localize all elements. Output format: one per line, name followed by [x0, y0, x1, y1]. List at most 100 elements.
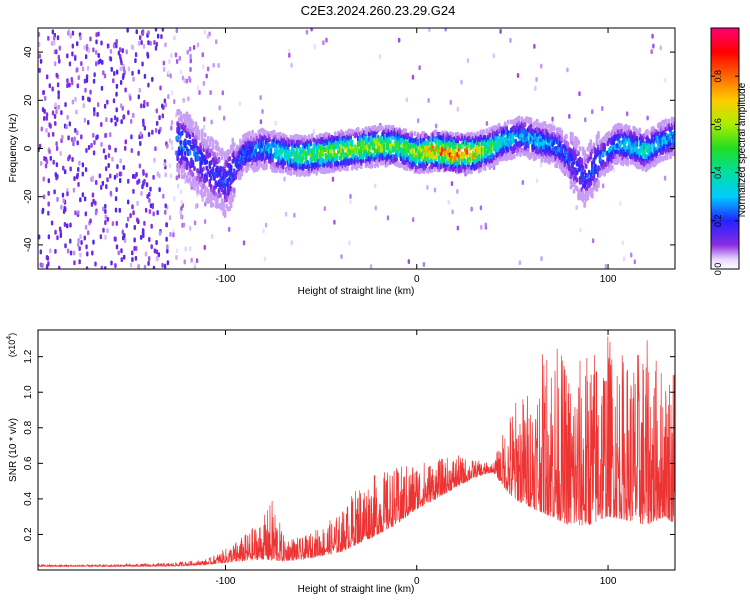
spectrogram-noise-cell: [521, 180, 525, 186]
spectrogram-ridge-cell: [211, 202, 215, 208]
spectrogram-ridge-cell: [488, 132, 492, 138]
spectrogram-noise-cell: [147, 82, 150, 88]
spectrogram-noise-cell: [264, 222, 268, 228]
spectrogram-noise-cell: [578, 91, 581, 97]
spectrogram-noise-cell: [97, 59, 101, 65]
spectrogram-ridge-cell: [372, 152, 375, 158]
spectrogram-noise-cell: [54, 172, 58, 178]
spectrogram-noise-cell: [212, 62, 215, 68]
spectrogram-ridge-cell: [433, 166, 437, 172]
spectrogram-noise-cell: [130, 44, 134, 50]
spectrogram-noise-cell: [92, 47, 95, 53]
spectrogram-noise-cell: [155, 249, 159, 255]
spectrogram-noise-cell: [179, 214, 183, 220]
spectrogram-noise-cell: [91, 176, 95, 182]
spectrogram-noise-cell: [147, 30, 150, 36]
spectrogram-noise-cell: [193, 262, 196, 268]
spectrogram-noise-cell: [143, 264, 147, 269]
spectrogram-noise-cell: [77, 210, 80, 216]
spectrogram-noise-cell: [456, 106, 460, 112]
spectrogram-noise-cell: [173, 196, 176, 202]
spectrogram-noise-cell: [71, 51, 74, 57]
spectrogram-noise-cell: [60, 204, 63, 210]
spectrogram-noise-cell: [113, 71, 116, 77]
spectrogram-noise-cell: [124, 139, 127, 145]
spectrogram-ridge-cell: [333, 131, 337, 137]
spectrogram-noise-cell: [566, 67, 569, 73]
spectrogram-noise-cell: [221, 90, 224, 96]
spectrogram-noise-cell: [189, 58, 192, 64]
spectrogram-noise-cell: [188, 225, 192, 231]
spectrogram-noise-cell: [131, 204, 134, 210]
spectrogram-noise-cell: [108, 144, 111, 150]
spectrogram-ridge-cell: [248, 130, 251, 136]
spectrogram-noise-cell: [349, 199, 352, 205]
spectrogram-noise-cell: [137, 150, 140, 156]
spectrogram-noise-cell: [62, 165, 65, 171]
spectrogram-noise-cell: [69, 250, 73, 256]
spectrogram-noise-cell: [189, 53, 192, 59]
spectrogram-noise-cell: [284, 211, 288, 217]
spectrogram-ridge-cell: [301, 155, 305, 161]
spectrogram-ridge-cell: [470, 169, 473, 175]
spectrogram-ridge-cell: [468, 152, 472, 158]
spectrogram-noise-cell: [181, 75, 185, 81]
spectrogram-noise-cell: [104, 166, 108, 172]
spectrogram-ridge-cell: [269, 147, 273, 153]
spectrogram-noise-cell: [94, 180, 98, 186]
spectrogram-noise-cell: [386, 215, 390, 221]
spectrogram-noise-cell: [125, 223, 128, 229]
spectrogram-noise-cell: [85, 266, 89, 269]
spectrogram-noise-cell: [94, 200, 97, 206]
spectrogram-noise-cell: [72, 141, 75, 147]
spectrogram-noise-cell: [162, 66, 166, 72]
spectrogram-noise-cell: [109, 132, 112, 138]
spectrogram-noise-cell: [96, 102, 100, 108]
spectrogram-ridge-cell: [229, 203, 233, 209]
spectrogram-noise-cell: [119, 80, 123, 86]
spectrogram-ridge-cell: [505, 126, 508, 132]
spectrogram-noise-cell: [101, 180, 105, 186]
spectrogram-noise-cell: [106, 99, 109, 105]
spectrogram-noise-cell: [115, 172, 119, 178]
spectrogram-ridge-cell: [350, 139, 354, 145]
spectrogram-ridge-cell: [179, 111, 183, 117]
spectrogram-noise-cell: [87, 48, 91, 54]
spectrogram-noise-cell: [186, 49, 189, 55]
spectrogram-noise-cell: [136, 217, 139, 223]
spectrogram-ridge-cell: [191, 120, 195, 126]
spectrogram-ridge-cell: [205, 159, 209, 165]
spectrogram-noise-cell: [127, 110, 130, 116]
spectrogram-noise-cell: [238, 101, 242, 107]
spectrogram-ridge-cell: [220, 155, 224, 161]
spectrogram-noise-cell: [63, 169, 67, 175]
spectrogram-noise-cell: [185, 78, 189, 84]
spectrogram-ridge-cell: [574, 155, 577, 161]
spectrogram-ridge-cell: [315, 134, 319, 140]
spectrogram-ridge-cell: [232, 142, 236, 148]
spectrogram-noise-cell: [97, 52, 100, 58]
spectrogram-noise-cell: [179, 69, 183, 75]
spectrogram-noise-cell: [161, 28, 165, 32]
spectrogram-ridge-cell: [223, 212, 227, 218]
spectrogram-noise-cell: [48, 149, 51, 155]
spectrogram-ridge-cell: [629, 130, 632, 136]
spectrogram-noise-cell: [112, 43, 116, 49]
spectrogram-ridge-cell: [251, 134, 254, 140]
spectrogram-noise-cell: [66, 53, 69, 59]
spectrogram-noise-cell: [411, 217, 415, 223]
spectrogram-noise-cell: [60, 110, 63, 116]
spectrogram-noise-cell: [75, 109, 78, 115]
spectrogram-noise-cell: [163, 162, 166, 168]
spectrogram-noise-cell: [90, 201, 94, 207]
spectrogram-ridge-cell: [217, 158, 221, 164]
spectrogram-noise-cell: [45, 264, 49, 269]
spectrogram-ridge-cell: [467, 163, 470, 169]
spectrogram-noise-cell: [274, 120, 277, 126]
spectrogram-ridge-cell: [182, 160, 186, 166]
spectrogram-noise-cell: [90, 142, 93, 148]
spectrogram-ridge-cell: [341, 131, 345, 137]
spectrogram-noise-cell: [127, 178, 130, 184]
spectrogram-noise-cell: [53, 113, 57, 119]
spectrogram-noise-cell: [155, 108, 158, 114]
